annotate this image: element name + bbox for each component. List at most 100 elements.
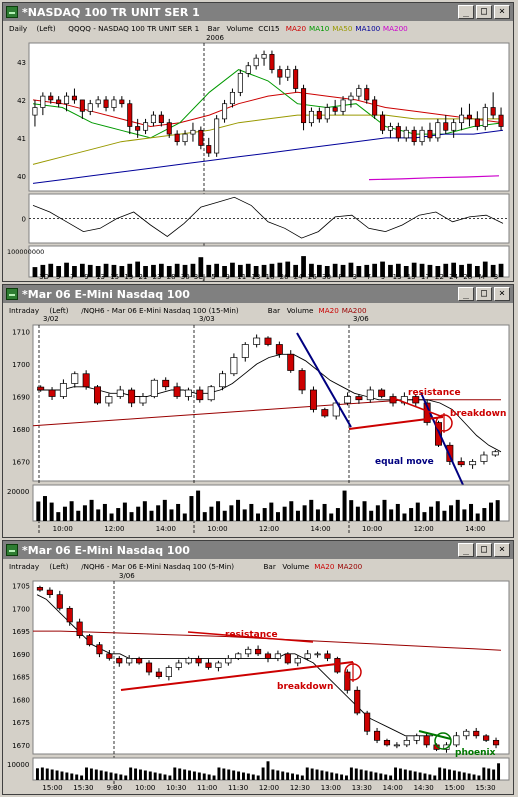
candle — [86, 635, 93, 646]
x-tick-label: 30 — [181, 273, 190, 281]
minimize-button[interactable]: _ — [458, 287, 474, 301]
annotation-resistance: resistance — [408, 388, 461, 398]
candle — [241, 344, 249, 358]
plot-panel — [32, 757, 510, 781]
volume-bar — [413, 771, 417, 780]
volume-bar — [435, 266, 441, 277]
volume-bar — [216, 501, 221, 521]
ma10-line — [32, 69, 504, 139]
chart-area[interactable]: Intraday (Left) /NQH6 - Mar 06 E-Mini Nasd… — [3, 559, 513, 794]
annotation-breakdown: breakdown — [277, 682, 333, 692]
x-tick-label: 10:00 — [53, 525, 73, 533]
candle — [473, 730, 480, 737]
volume-bar — [119, 774, 123, 780]
annotation-equal-move: equal move — [375, 457, 434, 467]
volume-bar — [369, 771, 373, 780]
volume-bar — [492, 769, 496, 780]
minimize-button[interactable]: _ — [458, 543, 474, 557]
candle — [150, 379, 158, 397]
volume-bar — [309, 499, 314, 521]
volume-bar — [230, 262, 235, 277]
chart-window-15min[interactable]: *Mar 06 E-Mini Nasdaq 100 _ □ × Intraday… — [2, 284, 514, 538]
volume-bar — [455, 499, 460, 521]
volume-bar — [89, 499, 94, 521]
volume-bar — [129, 767, 133, 780]
volume-bar — [36, 501, 41, 521]
candle — [95, 99, 101, 105]
title-bar[interactable]: *NASDAQ 100 TR UNIT SER 1 _ □ × — [3, 3, 513, 21]
volume-bar — [429, 506, 434, 521]
volume-bar — [190, 263, 196, 277]
chart-window-daily[interactable]: *NASDAQ 100 TR UNIT SER 1 _ □ × Daily (Le… — [2, 2, 514, 282]
candle — [87, 103, 93, 112]
close-button[interactable]: × — [494, 5, 510, 19]
volume-bar — [281, 771, 285, 780]
volume-bar — [462, 772, 466, 780]
volume-bar — [134, 768, 138, 780]
candle — [111, 99, 117, 108]
x-tick-label: 28 — [167, 273, 176, 281]
volume-bar — [173, 767, 177, 780]
volume-bar — [82, 505, 87, 521]
candle — [59, 383, 67, 397]
volume-tick-label: 20000 — [7, 488, 29, 496]
x-tick-label: 10:30 — [166, 784, 186, 792]
volume-bar — [261, 264, 267, 277]
support-line — [348, 416, 444, 430]
chart-area[interactable]: Daily (Left) QQQQ - NASDAQ 100 TR UNIT SER… — [3, 21, 513, 281]
candle — [162, 379, 170, 388]
close-button[interactable]: × — [494, 287, 510, 301]
volume-bar — [330, 772, 334, 780]
volume-bar — [48, 263, 54, 277]
volume-bar — [109, 772, 113, 780]
candle — [344, 671, 351, 691]
candle — [46, 589, 53, 596]
volume-bar — [256, 513, 261, 521]
maximize-button[interactable]: □ — [476, 543, 492, 557]
x-tick-label: 9 — [381, 273, 385, 281]
header-descriptor: /NQH6 - Mar 06 E-Mini Nasdaq 100 (15-Min… — [81, 306, 239, 315]
price-tick-label: 1680 — [12, 696, 30, 704]
candle — [116, 389, 124, 397]
chart-window-5min[interactable]: *Mar 06 E-Mini Nasdaq 100 _ □ × Intraday… — [2, 540, 514, 795]
candle — [334, 658, 341, 673]
candle — [492, 739, 500, 746]
x-tick-label: 11 — [237, 273, 246, 281]
volume-bar — [209, 506, 214, 521]
x-tick-label: 15 — [407, 273, 416, 281]
minimize-button[interactable]: _ — [458, 5, 474, 19]
title-bar[interactable]: *Mar 06 E-Mini Nasdaq 100 _ □ × — [3, 541, 513, 559]
volume-bar — [104, 771, 108, 780]
candle — [139, 396, 147, 404]
maximize-button[interactable]: □ — [476, 287, 492, 301]
volume-bar — [222, 510, 227, 521]
candle — [301, 88, 307, 124]
candle — [469, 461, 477, 466]
volume-bar — [482, 508, 487, 521]
maximize-button[interactable]: □ — [476, 5, 492, 19]
volume-bar — [116, 508, 121, 521]
price-tick-label: 41 — [17, 135, 26, 143]
x-tick-label: 12:00 — [259, 784, 279, 792]
volume-bar — [103, 263, 109, 277]
candle — [190, 129, 196, 135]
volume-bar — [422, 512, 427, 521]
volume-bar — [380, 261, 385, 277]
candle — [135, 126, 141, 131]
volume-bar — [271, 769, 275, 780]
volume-bar — [87, 264, 93, 277]
volume-bar — [349, 767, 353, 780]
volume-bar — [379, 773, 383, 780]
price-tick-label: 1690 — [12, 394, 30, 402]
volume-bar — [451, 262, 457, 277]
chart-area[interactable]: Intraday (Left) /NQH6 - Mar 06 E-Mini Nasd… — [3, 303, 513, 537]
volume-bar — [342, 490, 347, 521]
volume-bar — [269, 263, 275, 277]
volume-bar — [102, 503, 107, 521]
volume-bar — [245, 263, 251, 277]
candle — [145, 662, 153, 673]
close-button[interactable]: × — [494, 543, 510, 557]
volume-bar — [136, 506, 141, 521]
title-bar[interactable]: *Mar 06 E-Mini Nasdaq 100 _ □ × — [3, 285, 513, 303]
volume-bar — [153, 772, 157, 780]
